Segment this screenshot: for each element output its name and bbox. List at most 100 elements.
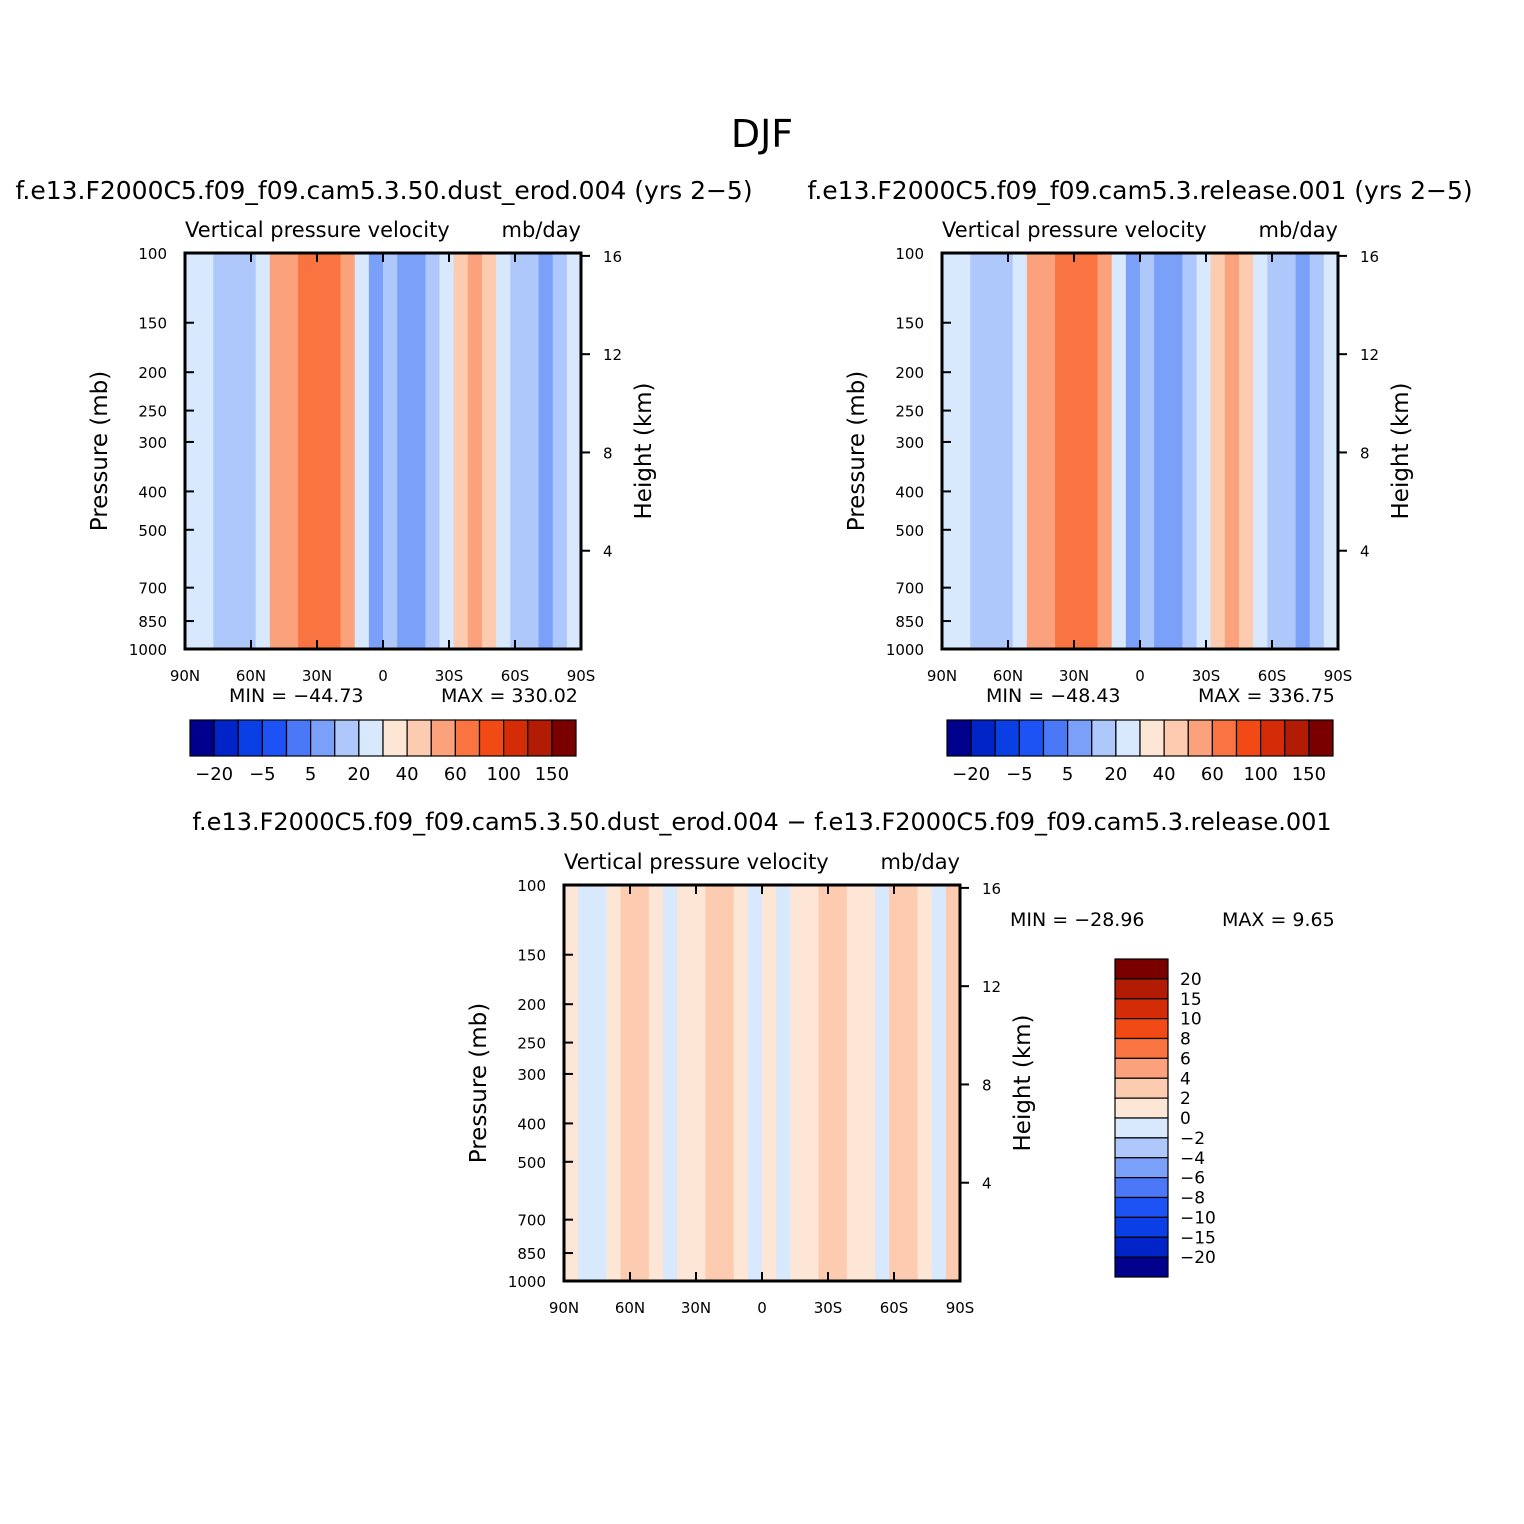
colorbar-swatch [1114,1097,1169,1119]
field-column [762,885,777,1281]
colorbar-swatch [1114,978,1169,1000]
height-tick-label: 12 [603,346,622,364]
field-column [524,253,540,649]
y-tick-label: 500 [138,522,167,540]
field-column [340,253,356,649]
colorbar-swatch [1042,719,1069,757]
field-column [691,885,707,1281]
field-column [1323,253,1339,649]
colorbar-swatch [382,719,408,757]
y-tick-label: 400 [895,483,924,501]
field-column [606,885,622,1281]
field-column [383,253,398,649]
y-tick-label: 1000 [886,641,924,659]
field-column [1097,253,1113,649]
x-tick-label: 0 [757,1299,767,1317]
colorbar-swatch [1114,1018,1169,1040]
x-tick-label: 90S [1324,667,1353,685]
colorbar-swatch [1091,719,1117,757]
field-column [970,253,986,649]
height-tick-label: 16 [982,880,1001,898]
field-column [227,253,243,649]
colorbar-label: 150 [1292,764,1326,785]
y-tick-label: 700 [517,1212,546,1230]
y-tick-label: 200 [895,364,924,382]
field-column [1210,253,1226,649]
height-axis-title: Height (km) [1010,1014,1036,1151]
colorbar-swatch [1114,998,1169,1020]
y-axis-title: Pressure (mb) [87,371,113,531]
colorbar-label: −20 [195,764,233,785]
field-column [875,885,890,1281]
colorbar-label: −6 [1180,1169,1205,1189]
colorbar-swatch [478,719,505,757]
field-column [984,253,1000,649]
height-axis-title: Height (km) [1388,382,1414,519]
colorbar-swatch [1284,719,1310,757]
colorbar-swatch [1114,1236,1169,1258]
colorbar-swatch [1211,719,1238,757]
y-tick-label: 1000 [129,641,167,659]
field-column [1267,253,1283,649]
y-tick-label: 250 [895,403,924,421]
colorbar: −20 −5 5 20 40 60 100 150 [946,719,1334,785]
colorbar-label: 6 [1180,1049,1191,1069]
min-label: MIN = −44.73 [229,685,364,707]
colorbar-swatch [503,719,529,757]
x-tick-label: 90N [170,667,200,685]
colorbar-swatch [213,719,239,757]
y-tick-label: 850 [895,613,924,631]
y-tick-label: 700 [895,580,924,598]
colorbar-swatch [551,719,577,757]
y-tick-label: 850 [138,613,167,631]
colorbar-swatch [406,719,432,757]
colorbar-label: 5 [305,764,316,785]
field-column [453,253,469,649]
colorbar-swatch [1067,719,1093,757]
y-tick-label: 700 [138,580,167,598]
field-column [496,253,511,649]
plot-title: Vertical pressure velocity [564,850,829,874]
field-column [354,253,370,649]
colorbar-label: 15 [1180,990,1202,1010]
field-column [804,885,820,1281]
plot-units: mb/day [502,218,582,242]
field-column [663,885,678,1281]
field-column [1125,253,1141,649]
colorbar-swatch [1114,1117,1169,1139]
field-column [790,885,806,1281]
y-tick-label: 100 [138,245,167,263]
colorbar-swatch [358,719,384,757]
field-column [998,253,1014,649]
plot-title: Vertical pressure velocity [185,218,450,242]
field-column [1041,253,1056,649]
x-tick-label: 60N [615,1299,645,1317]
colorbar-label: 20 [347,764,370,785]
field-column [269,253,285,649]
field-column [312,253,328,649]
field-column [634,885,650,1281]
y-tick-label: 100 [517,877,546,895]
min-label: MIN = −48.43 [986,685,1121,707]
figure-title: DJF [730,112,794,156]
y-axis-title: Pressure (mb) [844,371,870,531]
field-column [1055,253,1070,649]
colorbar-swatch [1114,1256,1169,1278]
field-column [1253,253,1268,649]
field-column [1111,253,1127,649]
colorbar-label: −15 [1180,1228,1216,1248]
field-column [578,885,593,1281]
plot-units: mb/day [881,850,961,874]
colorbar-swatch [430,719,456,757]
colorbar-label: 150 [535,764,569,785]
colorbar-label: −4 [1180,1149,1205,1169]
field-column [747,885,763,1281]
field-column [1309,253,1325,649]
y-tick-label: 300 [517,1066,546,1084]
x-tick-label: 90S [567,667,596,685]
field-column [566,253,582,649]
field-column [1224,253,1240,649]
colorbar-label: −5 [249,764,276,785]
field-column [1295,253,1311,649]
